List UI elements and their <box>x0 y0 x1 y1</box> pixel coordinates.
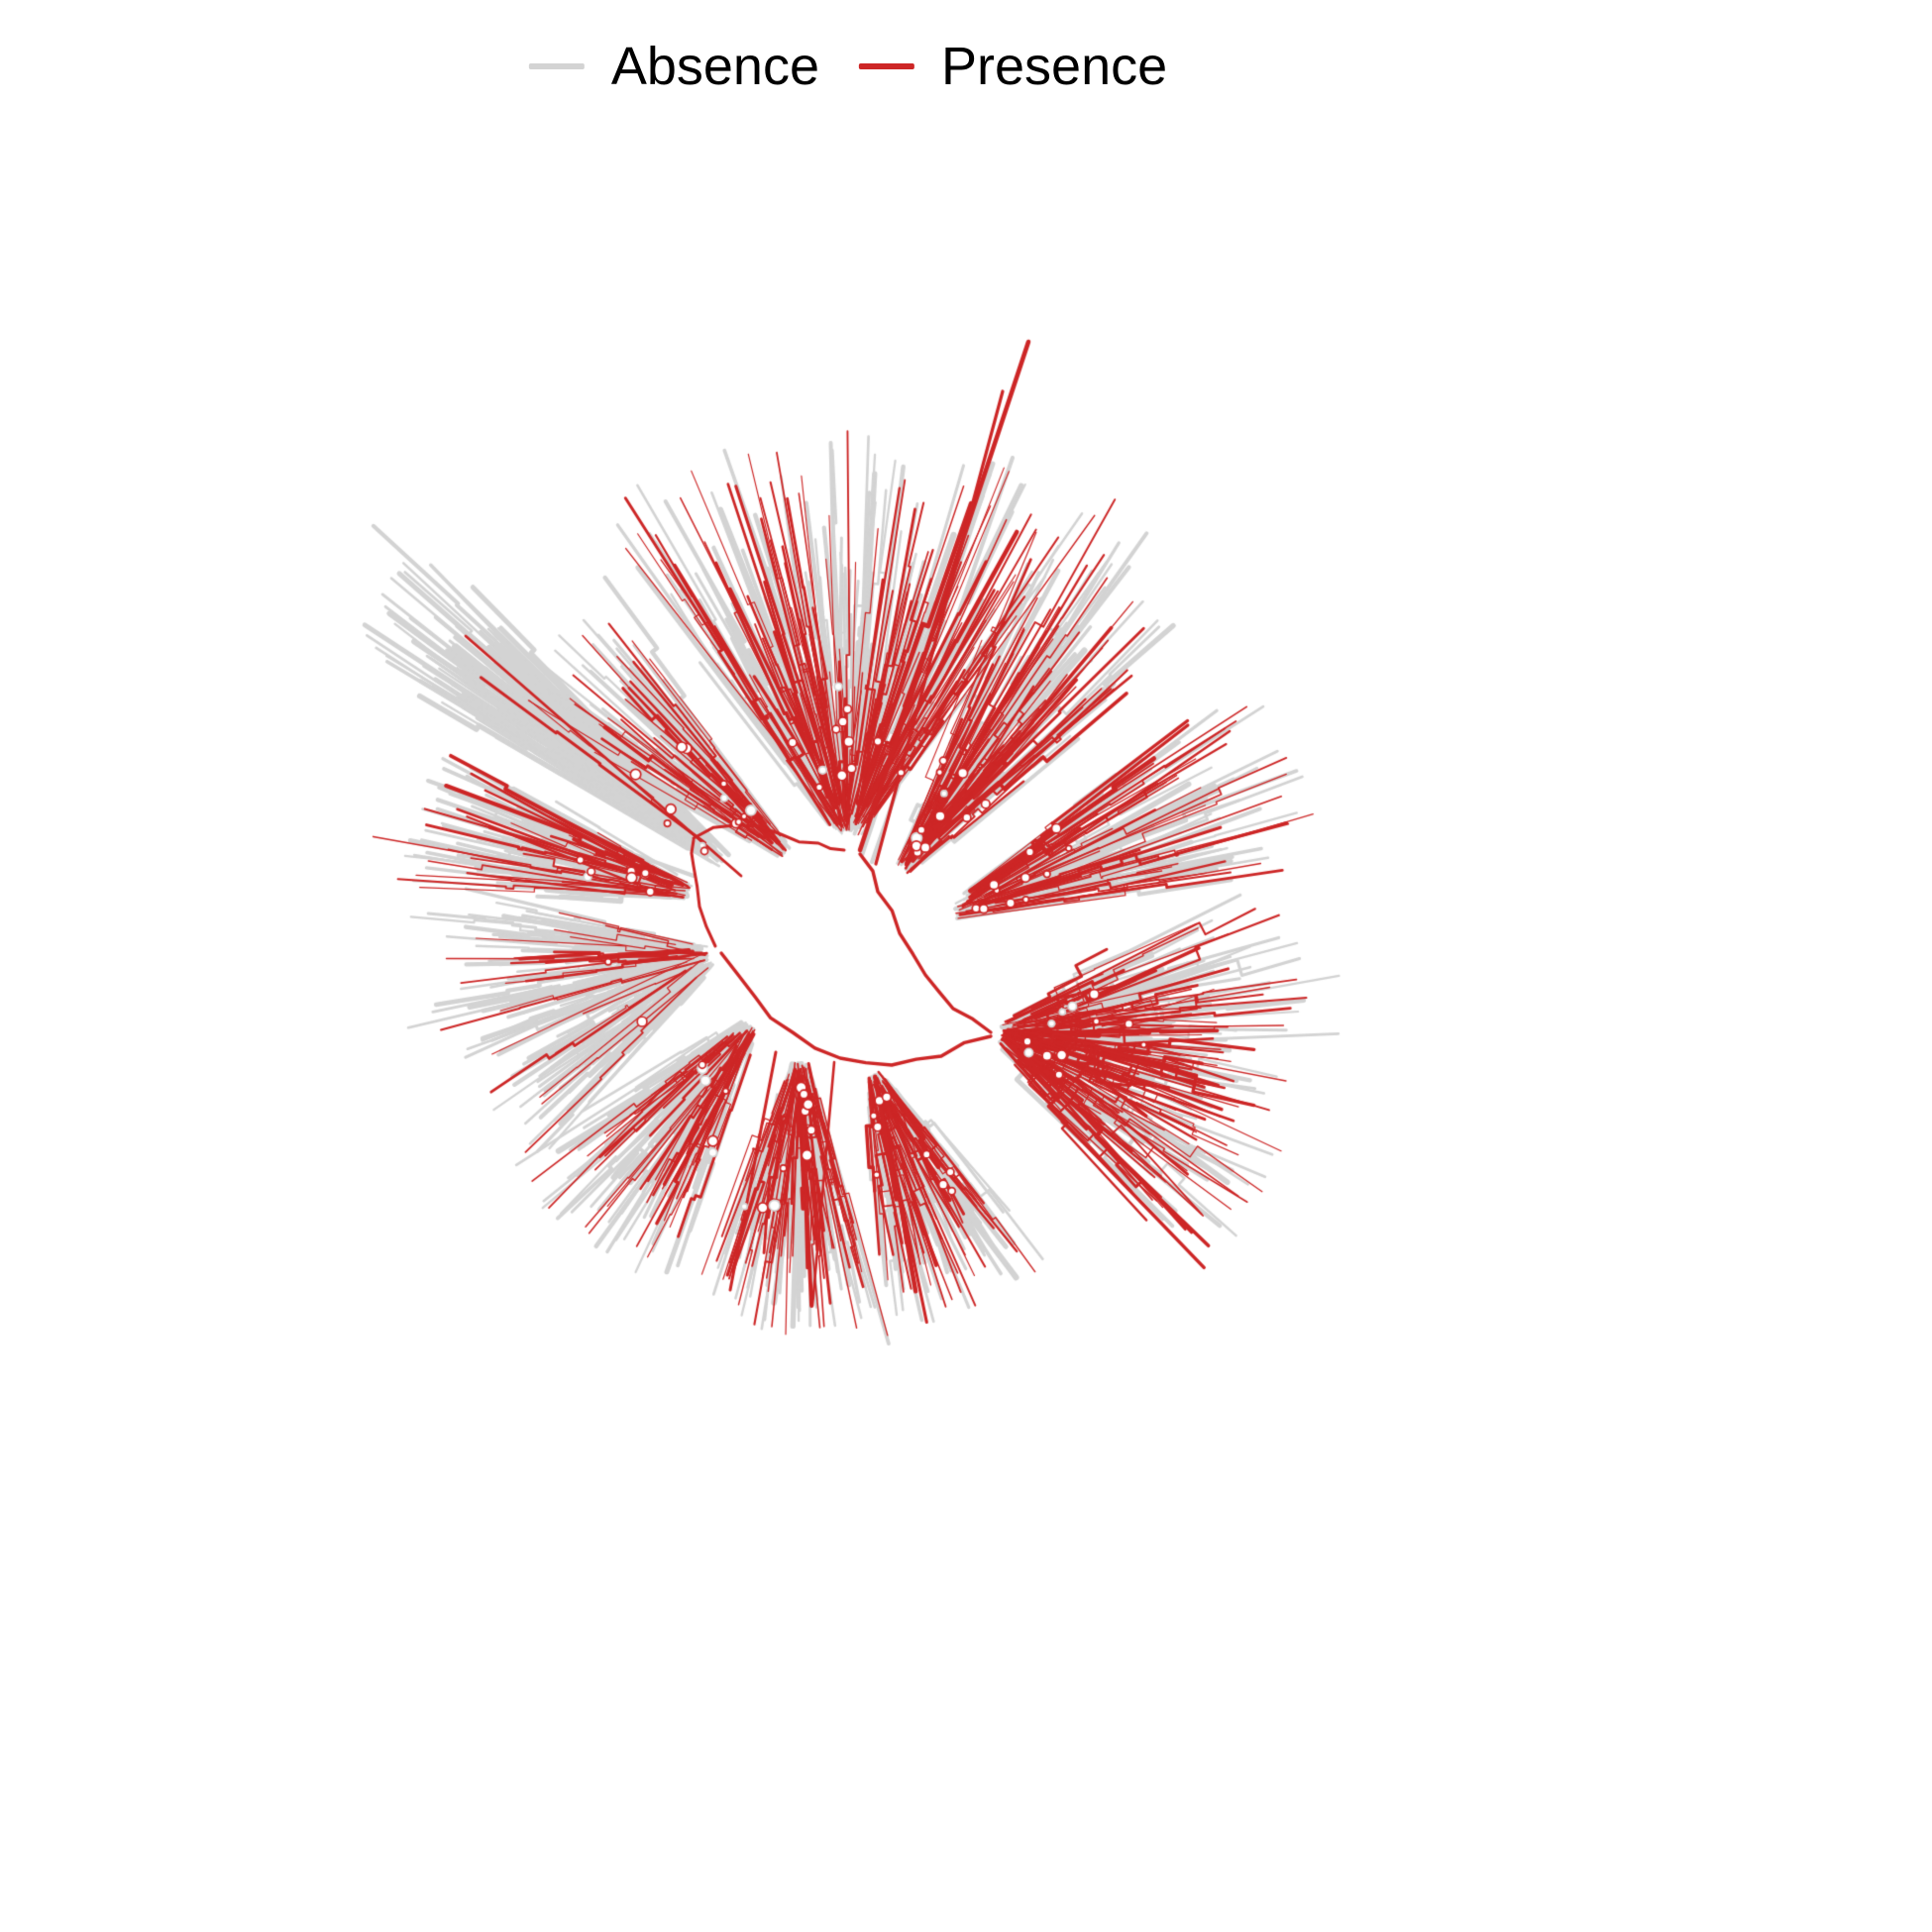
presence-key-line <box>859 63 915 69</box>
legend-item-absence: Absence <box>528 37 820 96</box>
absence-label: Absence <box>610 37 820 96</box>
presence-label: Presence <box>941 37 1168 96</box>
absence-key-line <box>528 63 585 69</box>
legend-item-presence: Presence <box>859 40 1167 93</box>
legend: Absence Presence <box>528 37 1167 96</box>
